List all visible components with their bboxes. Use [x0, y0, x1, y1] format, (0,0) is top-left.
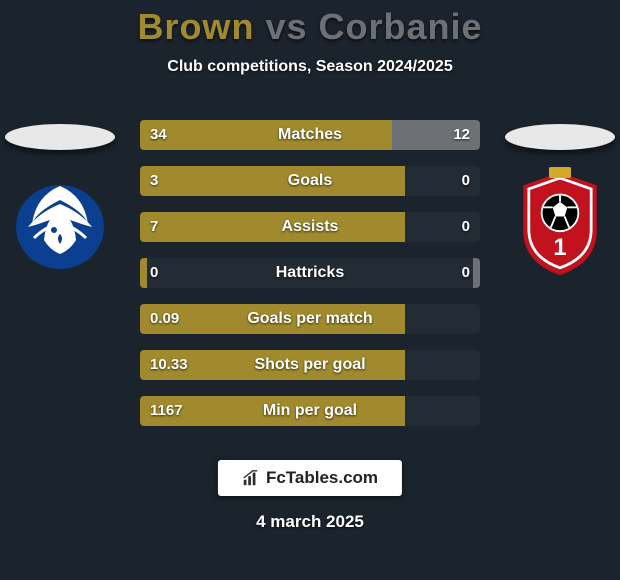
stat-value-left: 7 [140, 212, 168, 242]
page-title: Brown vs Corbanie [0, 0, 620, 48]
subtitle: Club competitions, Season 2024/2025 [0, 58, 620, 76]
player1-crest [10, 172, 110, 272]
brand-badge[interactable]: FcTables.com [218, 460, 402, 496]
title-player1: Brown [137, 6, 254, 47]
stat-value-left: 1167 [140, 396, 193, 426]
player2-side: 1 [500, 100, 620, 272]
stat-label: Goals [140, 166, 480, 196]
stat-row: Goals3 0 [140, 166, 480, 196]
date-label: 4 march 2025 [0, 512, 620, 532]
stat-row: Hattricks0 0 [140, 258, 480, 288]
svg-text:1: 1 [553, 234, 566, 261]
stat-row: Assists7 0 [140, 212, 480, 242]
title-player2: Corbanie [319, 6, 483, 47]
stat-value-right: 0 [452, 166, 480, 196]
stat-value-right: 0 [452, 212, 480, 242]
player2-spotlight [505, 124, 615, 150]
stat-value-right [460, 350, 480, 380]
stat-label: Hattricks [140, 258, 480, 288]
player1-spotlight [5, 124, 115, 150]
brand-label: FcTables.com [266, 468, 378, 488]
stat-value-left: 0 [140, 258, 168, 288]
stat-value-right [460, 396, 480, 426]
stat-label: Assists [140, 212, 480, 242]
stat-row: Min per goal1167 [140, 396, 480, 426]
player1-side [0, 100, 120, 272]
team-crest-left-icon [10, 172, 110, 272]
brand-chart-icon [242, 469, 260, 487]
stat-row: Shots per goal10.33 [140, 350, 480, 380]
stat-label: Goals per match [140, 304, 480, 334]
stat-label: Matches [140, 120, 480, 150]
stat-bars: Matches3412Goals30Assists70Hattricks00Go… [140, 120, 480, 442]
stat-value-left: 3 [140, 166, 168, 196]
stat-row: Goals per match0.09 [140, 304, 480, 334]
stat-value-right: 12 [443, 120, 480, 150]
player2-crest: 1 [510, 172, 610, 272]
stat-value-left: 10.33 [140, 350, 198, 380]
stat-value-right: 0 [452, 258, 480, 288]
stat-value-left: 34 [140, 120, 177, 150]
title-vs: vs [265, 6, 307, 47]
stat-value-left: 0.09 [140, 304, 189, 334]
team-crest-right-icon: 1 [514, 167, 606, 277]
stat-value-right [460, 304, 480, 334]
stat-row: Matches34 12 [140, 120, 480, 150]
